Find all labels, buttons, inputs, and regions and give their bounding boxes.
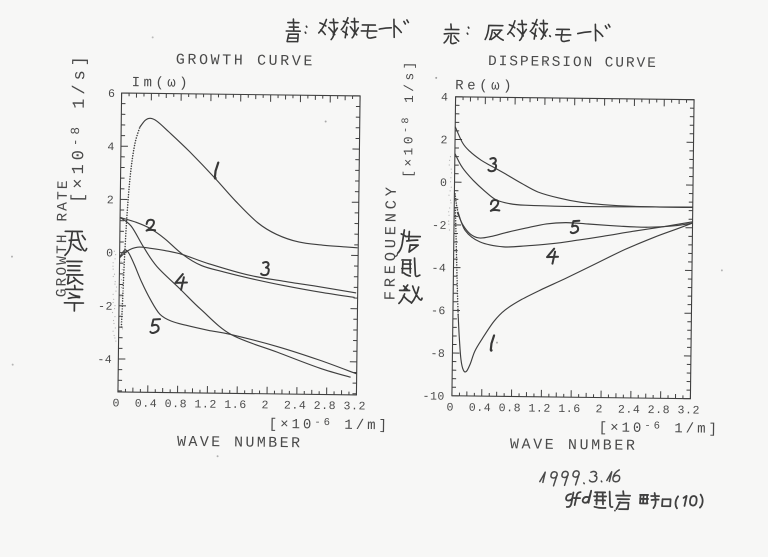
svg-text:-4: -4 (431, 262, 446, 275)
svg-text:0: 0 (112, 397, 120, 410)
svg-text:-10: -10 (423, 390, 445, 403)
svg-text:2.8: 2.8 (314, 400, 337, 413)
svg-text:2.4: 2.4 (284, 400, 307, 413)
svg-text:3.2: 3.2 (677, 404, 700, 417)
svg-text:[×10-8 1/s]: [×10-8 1/s] (400, 58, 417, 178)
svg-text:GROWTH RATE: GROWTH RATE (55, 178, 72, 297)
svg-text:DISPERSION CURVE: DISPERSION CURVE (488, 54, 658, 72)
svg-text:2: 2 (595, 403, 603, 416)
svg-text:0: 0 (440, 177, 448, 190)
svg-text:1.2: 1.2 (528, 402, 551, 415)
svg-text:-2: -2 (432, 220, 447, 233)
svg-text:-4: -4 (97, 354, 112, 367)
svg-text:FREQUENCY: FREQUENCY (381, 183, 400, 300)
svg-text:Re(ω): Re(ω) (455, 78, 515, 95)
svg-text:[×10-6 1/m]: [×10-6 1/m] (269, 416, 390, 434)
svg-text:3.2: 3.2 (343, 400, 366, 413)
svg-text:2.8: 2.8 (648, 404, 671, 417)
svg-text:0.4: 0.4 (135, 398, 158, 411)
svg-text:1.6: 1.6 (224, 399, 247, 412)
svg-text:-6: -6 (431, 305, 446, 318)
svg-text:GROWTH CURVE: GROWTH CURVE (176, 52, 315, 71)
svg-text:0.4: 0.4 (469, 402, 492, 415)
svg-text:-8: -8 (430, 348, 445, 361)
svg-text:0: 0 (446, 401, 454, 414)
svg-text:0: 0 (106, 247, 114, 260)
svg-text:2: 2 (107, 194, 115, 207)
svg-text:2: 2 (262, 399, 270, 412)
svg-text:WAVE NUMBER: WAVE NUMBER (510, 436, 638, 455)
svg-text:2: 2 (440, 134, 448, 147)
svg-text:2.4: 2.4 (618, 404, 641, 417)
svg-text:0.8: 0.8 (165, 398, 188, 411)
svg-text:1.2: 1.2 (194, 398, 217, 411)
svg-text:[×10-6 1/m]: [×10-6 1/m] (599, 420, 720, 438)
svg-text:1.6: 1.6 (558, 403, 581, 416)
svg-text:0.8: 0.8 (499, 402, 522, 415)
svg-text:WAVE NUMBER: WAVE NUMBER (177, 434, 303, 453)
svg-text:6: 6 (108, 88, 116, 101)
svg-text:-2: -2 (98, 301, 113, 314)
svg-text:[×10-8 1/s]: [×10-8 1/s] (68, 52, 90, 203)
svg-text:4: 4 (441, 92, 449, 105)
svg-text:Im(ω): Im(ω) (132, 75, 192, 92)
svg-text:4: 4 (107, 141, 115, 154)
